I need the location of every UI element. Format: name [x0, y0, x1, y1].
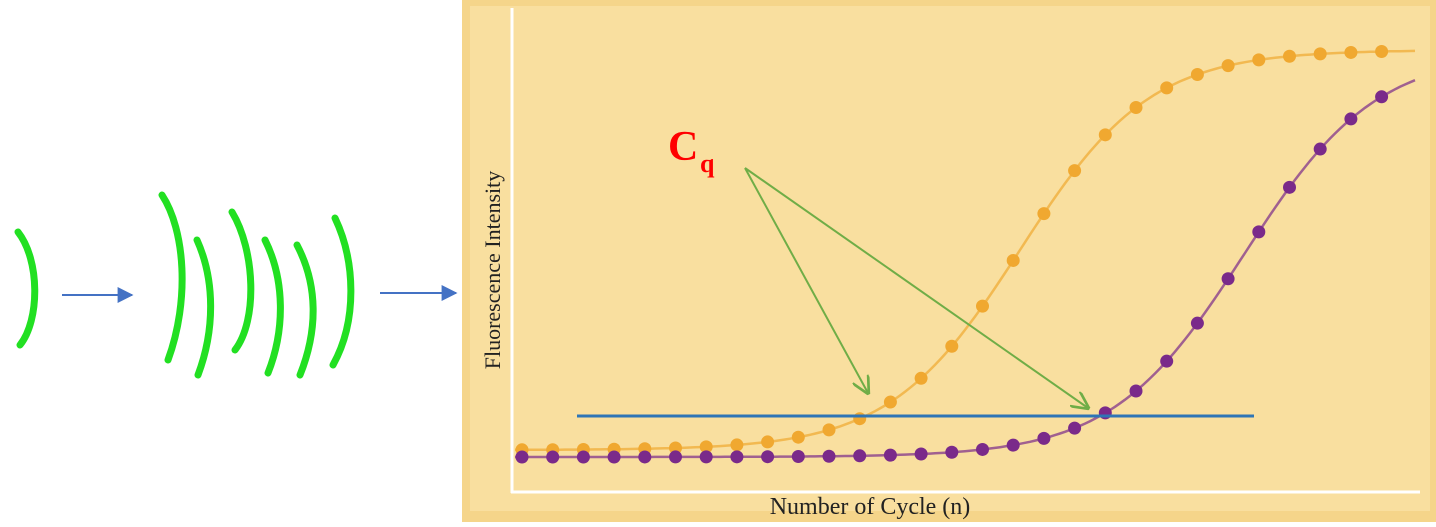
dna-strands: [18, 195, 351, 375]
curve-point: [546, 450, 559, 463]
page: C q Fluorescence Intensity Number of Cyc…: [0, 0, 1436, 522]
diagram: C q Fluorescence Intensity Number of Cyc…: [0, 0, 1436, 522]
curve-point: [976, 443, 989, 456]
curve-point: [700, 450, 713, 463]
curve-point: [1007, 439, 1020, 452]
curve-point: [1130, 385, 1143, 398]
curve-point: [1160, 81, 1173, 94]
curve-point: [1283, 181, 1296, 194]
curve-point: [730, 438, 743, 451]
curve-point: [1222, 272, 1235, 285]
curve-point: [1191, 317, 1204, 330]
curve-point: [792, 450, 805, 463]
curve-point: [1252, 53, 1265, 66]
curve-point: [884, 449, 897, 462]
curve-point: [792, 431, 805, 444]
curve-point: [1283, 50, 1296, 63]
curve-point: [577, 450, 590, 463]
y-axis-label: Fluorescence Intensity: [480, 171, 505, 370]
curve-point: [1344, 112, 1357, 125]
plot-area: [470, 6, 1430, 511]
curve-point: [761, 435, 774, 448]
curve-point: [1314, 47, 1327, 60]
curve-point: [669, 450, 682, 463]
cq-subscript: q: [700, 149, 715, 178]
curve-point: [1068, 164, 1081, 177]
curve-point: [823, 450, 836, 463]
curve-point: [1160, 355, 1173, 368]
curve-point: [853, 449, 866, 462]
curve-point: [1375, 45, 1388, 58]
curve-point: [1037, 432, 1050, 445]
curve-point: [1222, 59, 1235, 72]
curve-point: [1191, 68, 1204, 81]
curve-point: [1068, 422, 1081, 435]
curve-point: [608, 450, 621, 463]
curve-point: [945, 340, 958, 353]
curve-point: [945, 446, 958, 459]
curve-point: [1314, 143, 1327, 156]
curve-point: [1099, 128, 1112, 141]
curve-point: [884, 396, 897, 409]
curve-point: [761, 450, 774, 463]
curve-point: [1375, 90, 1388, 103]
curve-point: [1007, 254, 1020, 267]
curve-point: [516, 450, 529, 463]
curve-point: [915, 372, 928, 385]
curve-point: [1252, 225, 1265, 238]
x-axis-label: Number of Cycle (n): [770, 494, 971, 520]
curve-point: [823, 423, 836, 436]
curve-point: [915, 447, 928, 460]
curve-point: [730, 450, 743, 463]
curve-point: [853, 412, 866, 425]
curve-point: [638, 450, 651, 463]
curve-point: [1037, 207, 1050, 220]
cq-label: C: [668, 124, 698, 170]
curve-point: [1130, 101, 1143, 114]
curve-point: [1344, 46, 1357, 59]
curve-point: [976, 300, 989, 313]
